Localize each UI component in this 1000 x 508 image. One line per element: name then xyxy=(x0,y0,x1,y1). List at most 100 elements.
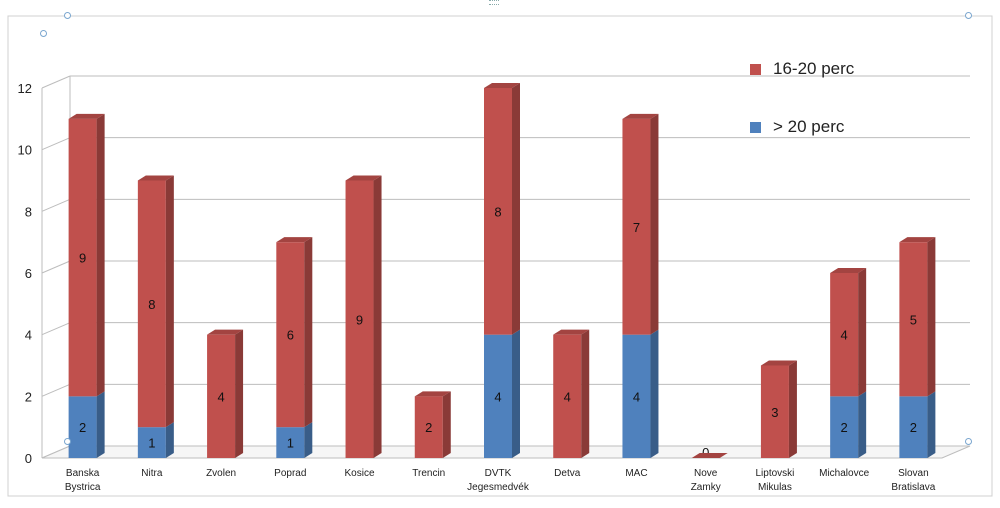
bar-segment-front xyxy=(830,396,859,458)
bar-segment-side xyxy=(96,113,105,397)
data-label: 7 xyxy=(633,220,640,235)
x-tick-label: MAC xyxy=(625,468,647,479)
selection-handle-bottom-right[interactable] xyxy=(965,438,972,445)
gridline-side xyxy=(41,383,71,397)
bar-stack: 16 xyxy=(276,237,313,458)
bar-top-cap xyxy=(484,83,520,88)
y-tick-label: 0 xyxy=(25,451,32,466)
x-tick-label: Nitra xyxy=(141,468,163,479)
bar-stack: 48 xyxy=(484,83,520,458)
bar-stack: 4 xyxy=(553,329,590,458)
x-tick-label: Nove xyxy=(694,468,718,479)
bar-stack: 2 xyxy=(414,391,451,458)
x-tick-label: Mikulas xyxy=(758,482,792,493)
selection-handle-top-left[interactable] xyxy=(64,12,71,19)
bar-segment-side xyxy=(304,237,313,428)
bar-segment-side xyxy=(858,391,867,458)
x-tick-label: Zamky xyxy=(691,482,721,493)
y-tick-label: 2 xyxy=(25,389,32,404)
data-label: 2 xyxy=(79,420,86,435)
legend-swatch-16-20 xyxy=(750,63,761,75)
data-label: 9 xyxy=(79,251,86,266)
legend-item-16-20: 16-20 perc xyxy=(750,56,854,82)
bar-segment-side xyxy=(650,329,659,458)
selection-handle-top-right[interactable] xyxy=(965,12,972,19)
data-label: 5 xyxy=(910,312,917,327)
data-label: 4 xyxy=(564,389,571,404)
bar-segment-front xyxy=(276,242,305,428)
bar-top-cap xyxy=(553,329,590,335)
selection-handle-top-center[interactable] xyxy=(489,0,499,5)
x-tick-label: Zvolen xyxy=(206,468,236,479)
legend-label-over-20: > 20 perc xyxy=(773,117,845,136)
y-tick-label: 4 xyxy=(25,328,32,343)
bar-stack: 9 xyxy=(345,175,382,458)
bar-stack: 4 xyxy=(207,329,244,458)
bar-segment-side xyxy=(788,360,797,458)
data-label: 2 xyxy=(910,420,917,435)
bar-top-cap xyxy=(276,237,313,243)
bar-segment-front xyxy=(622,118,651,335)
x-tick-label: Detva xyxy=(554,468,581,479)
bar-segment-front xyxy=(276,427,305,458)
bar-segment-front xyxy=(830,273,859,397)
x-tick-label: Trencin xyxy=(412,468,445,479)
x-tick-label: Slovan xyxy=(898,468,929,479)
bar-segment-front xyxy=(760,365,789,458)
bar-segment-side xyxy=(165,175,174,428)
bar-segment-side xyxy=(96,391,105,458)
bar-segment-front xyxy=(899,242,928,397)
bar-stack: 18 xyxy=(137,175,174,458)
legend-item-over-20: > 20 perc xyxy=(750,114,854,140)
bar-segment-side xyxy=(442,391,451,458)
x-tick-label: Bystrica xyxy=(65,482,101,493)
x-tick-label: Bratislava xyxy=(891,482,935,493)
data-label: 4 xyxy=(633,389,640,404)
bar-top-cap xyxy=(760,360,797,366)
data-label: 8 xyxy=(148,297,155,312)
bar-segment-front xyxy=(622,334,651,458)
bar-segment-side xyxy=(650,113,659,335)
bar-segment-side xyxy=(581,329,590,458)
data-label: 4 xyxy=(494,389,501,404)
gridline-side xyxy=(41,75,71,89)
bar-segment-side xyxy=(927,391,936,458)
bar-segment-side xyxy=(512,329,520,458)
x-tick-label: DVTK xyxy=(485,468,512,479)
bar-segment-side xyxy=(373,175,382,458)
bar-segment-side xyxy=(927,237,936,397)
bar-segment-front xyxy=(207,334,236,458)
data-label: 4 xyxy=(217,389,224,404)
bar-segment-front xyxy=(484,334,512,458)
data-label: 9 xyxy=(356,312,363,327)
bar-segment-front xyxy=(484,88,512,335)
y-tick-label: 12 xyxy=(18,81,32,96)
gridline-side xyxy=(41,198,71,212)
y-tick-label: 8 xyxy=(25,204,32,219)
bar-top-cap xyxy=(345,175,382,181)
bar-segment-side xyxy=(235,329,244,458)
data-label: 2 xyxy=(841,420,848,435)
data-label: 1 xyxy=(287,436,294,451)
bar-segment-side xyxy=(512,83,520,335)
bar-stack: 47 xyxy=(622,113,659,458)
bar-segment-front xyxy=(68,118,97,397)
bar-top-cap xyxy=(137,175,174,181)
data-label: 1 xyxy=(148,436,155,451)
legend-swatch-over-20 xyxy=(750,121,761,133)
x-tick-label: Jegesmedvék xyxy=(467,482,530,493)
gridline-side xyxy=(41,260,71,274)
selection-handle-mid-left[interactable] xyxy=(40,30,47,37)
bar-top-cap xyxy=(414,391,451,397)
selection-handle-bottom-left[interactable] xyxy=(64,438,71,445)
data-label: 2 xyxy=(425,420,432,435)
bar-segment-front xyxy=(68,396,97,458)
bar-stack: 29 xyxy=(68,113,105,458)
bar-top-cap xyxy=(899,237,936,243)
bar-segment-front xyxy=(137,427,166,458)
bar-stack: 25 xyxy=(899,237,936,458)
bar-top-cap xyxy=(207,329,244,335)
data-label: 6 xyxy=(287,328,294,343)
